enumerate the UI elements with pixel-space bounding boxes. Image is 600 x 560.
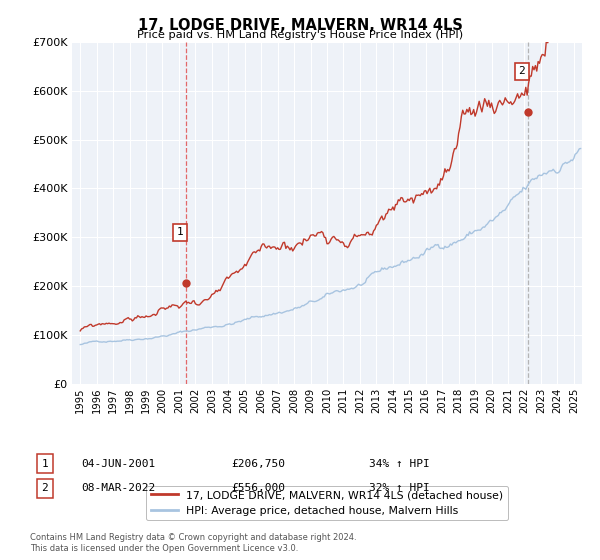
Text: 32% ↑ HPI: 32% ↑ HPI [369, 483, 430, 493]
Text: 04-JUN-2001: 04-JUN-2001 [81, 459, 155, 469]
Text: £206,750: £206,750 [231, 459, 285, 469]
Text: 17, LODGE DRIVE, MALVERN, WR14 4LS: 17, LODGE DRIVE, MALVERN, WR14 4LS [137, 18, 463, 34]
Text: £556,000: £556,000 [231, 483, 285, 493]
Text: 2: 2 [518, 66, 525, 76]
Text: 2: 2 [41, 483, 49, 493]
Text: Price paid vs. HM Land Registry's House Price Index (HPI): Price paid vs. HM Land Registry's House … [137, 30, 463, 40]
Text: 08-MAR-2022: 08-MAR-2022 [81, 483, 155, 493]
Text: 1: 1 [41, 459, 49, 469]
Legend: 17, LODGE DRIVE, MALVERN, WR14 4LS (detached house), HPI: Average price, detache: 17, LODGE DRIVE, MALVERN, WR14 4LS (deta… [146, 486, 508, 520]
Text: 34% ↑ HPI: 34% ↑ HPI [369, 459, 430, 469]
Text: Contains HM Land Registry data © Crown copyright and database right 2024.
This d: Contains HM Land Registry data © Crown c… [30, 533, 356, 553]
Text: 1: 1 [177, 227, 184, 237]
